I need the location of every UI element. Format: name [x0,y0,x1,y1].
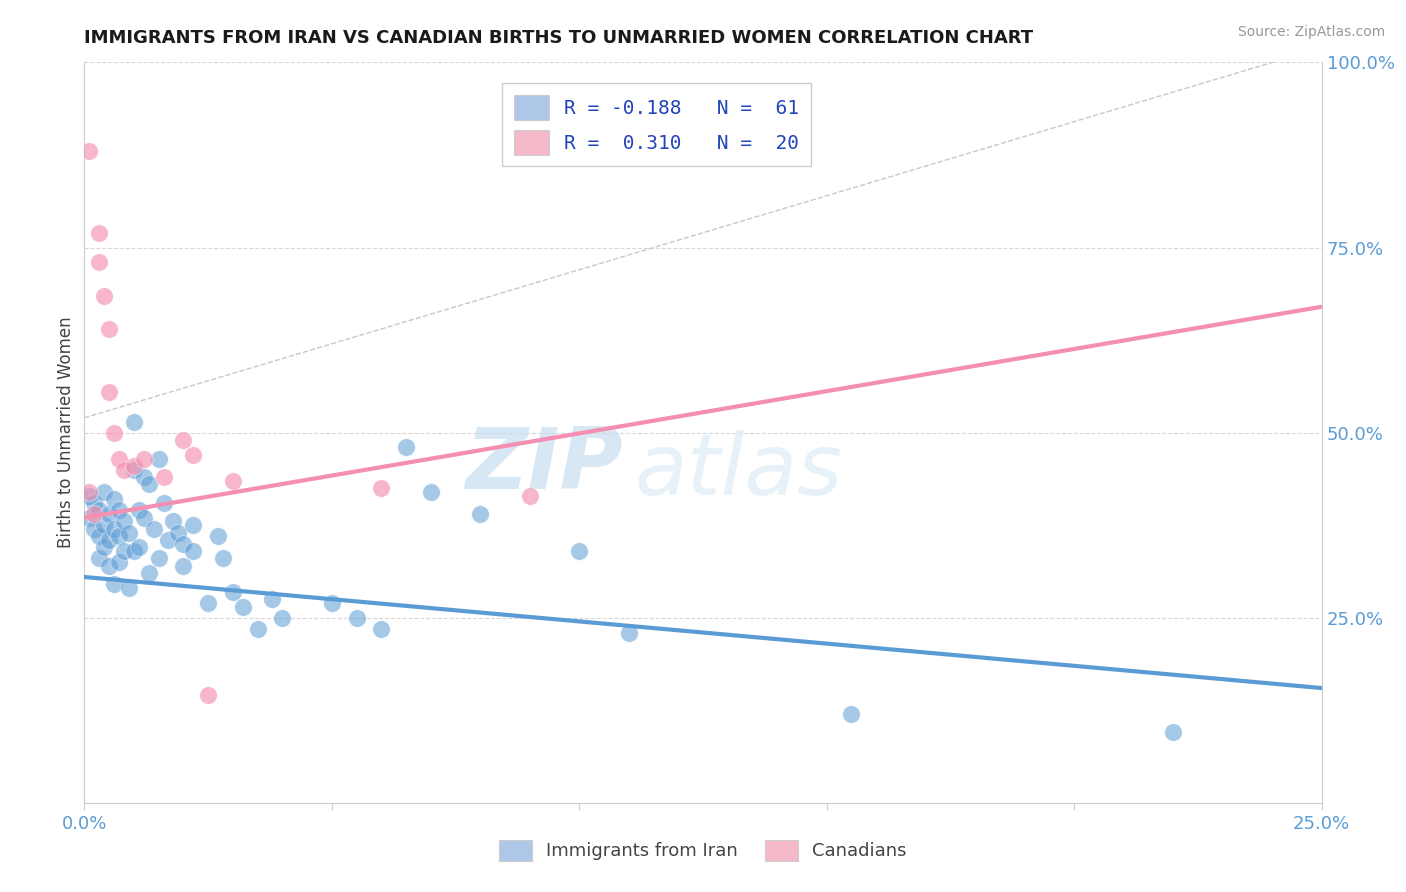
Point [122,462,145,476]
Point [1161,725,1184,739]
Point [89,529,111,543]
Point [841,706,863,721]
Point [197,596,219,610]
Point [79,145,101,159]
Point [167,525,190,540]
Point [395,441,418,455]
Point [118,525,141,540]
Text: IMMIGRANTS FROM IRAN VS CANADIAN BIRTHS TO UNMARRIED WOMEN CORRELATION CHART: IMMIGRANTS FROM IRAN VS CANADIAN BIRTHS … [84,29,1033,47]
Point [519,489,541,503]
Point [246,622,269,636]
Point [89,255,111,269]
Point [262,592,284,607]
Point [568,544,591,558]
Point [108,529,131,543]
Point [172,536,194,550]
Point [181,544,204,558]
Point [103,492,125,507]
Point [128,541,150,555]
Point [122,544,145,558]
Point [108,451,131,466]
Point [93,288,115,302]
Point [162,515,184,529]
Point [98,558,121,573]
Point [370,622,392,636]
Point [83,522,105,536]
Point [132,470,155,484]
Point [79,489,101,503]
Point [181,448,204,462]
Point [419,484,441,499]
Point [122,458,145,473]
Point [103,522,125,536]
Point [346,610,368,624]
Point [142,522,165,536]
Point [83,507,105,521]
Point [232,599,254,614]
Point [207,529,229,543]
Point [138,566,160,581]
Point [122,415,145,429]
Point [132,510,155,524]
Point [222,584,245,599]
Point [470,507,492,521]
Point [83,496,105,510]
Point [132,451,155,466]
Point [138,477,160,491]
Point [98,384,121,399]
Y-axis label: Births to Unmarried Women: Births to Unmarried Women [56,317,75,549]
Point [152,496,174,510]
Point [321,596,343,610]
Point [197,689,219,703]
Point [98,533,121,547]
Point [148,451,170,466]
Point [112,544,135,558]
Point [118,581,141,595]
Point [93,484,115,499]
Point [157,533,180,547]
Point [370,481,392,495]
Point [98,322,121,336]
Point [112,462,135,476]
Point [148,551,170,566]
Point [152,470,174,484]
Point [79,510,101,524]
Point [172,433,194,447]
Point [93,518,115,533]
Point [181,518,204,533]
Point [89,503,111,517]
Point [222,474,245,488]
Text: ZIP: ZIP [465,425,623,508]
Text: Source: ZipAtlas.com: Source: ZipAtlas.com [1237,25,1385,39]
Point [271,610,294,624]
Point [103,425,125,440]
Point [212,551,235,566]
Legend: Immigrants from Iran, Canadians: Immigrants from Iran, Canadians [492,832,914,868]
Point [112,515,135,529]
Point [98,507,121,521]
Point [89,226,111,240]
Point [108,503,131,517]
Point [93,541,115,555]
Point [103,577,125,591]
Point [172,558,194,573]
Text: atlas: atlas [636,430,844,513]
Point [79,484,101,499]
Point [617,625,640,640]
Point [89,551,111,566]
Point [108,555,131,569]
Point [128,503,150,517]
